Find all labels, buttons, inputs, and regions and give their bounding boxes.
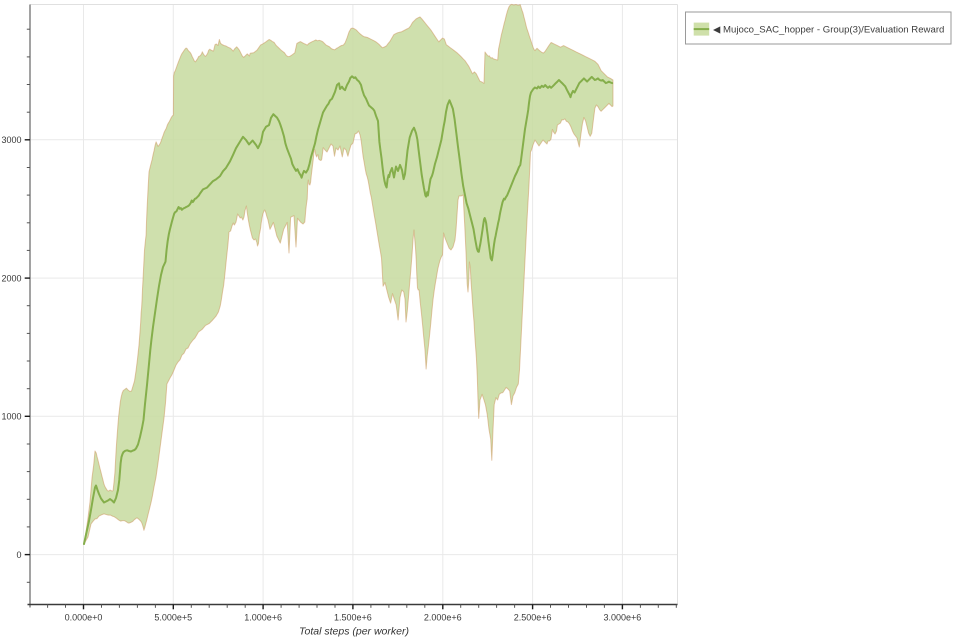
svg-text:0.000e+0: 0.000e+0 — [65, 612, 103, 622]
svg-text:3000: 3000 — [1, 135, 21, 145]
svg-text:Total steps (per worker): Total steps (per worker) — [299, 626, 409, 638]
svg-text:2000: 2000 — [1, 273, 21, 283]
svg-text:1.500e+6: 1.500e+6 — [334, 612, 372, 622]
svg-text:0: 0 — [16, 550, 21, 560]
svg-text:◀ Mujoco_SAC_hopper - Group(3): ◀ Mujoco_SAC_hopper - Group(3)/Evaluatio… — [713, 25, 944, 36]
svg-text:3.000e+6: 3.000e+6 — [604, 612, 642, 622]
svg-text:1000: 1000 — [1, 412, 21, 422]
svg-text:2.500e+6: 2.500e+6 — [514, 612, 552, 622]
svg-text:1.000e+6: 1.000e+6 — [244, 612, 282, 622]
svg-text:5.000e+5: 5.000e+5 — [154, 612, 192, 622]
svg-text:2.000e+6: 2.000e+6 — [424, 612, 462, 622]
